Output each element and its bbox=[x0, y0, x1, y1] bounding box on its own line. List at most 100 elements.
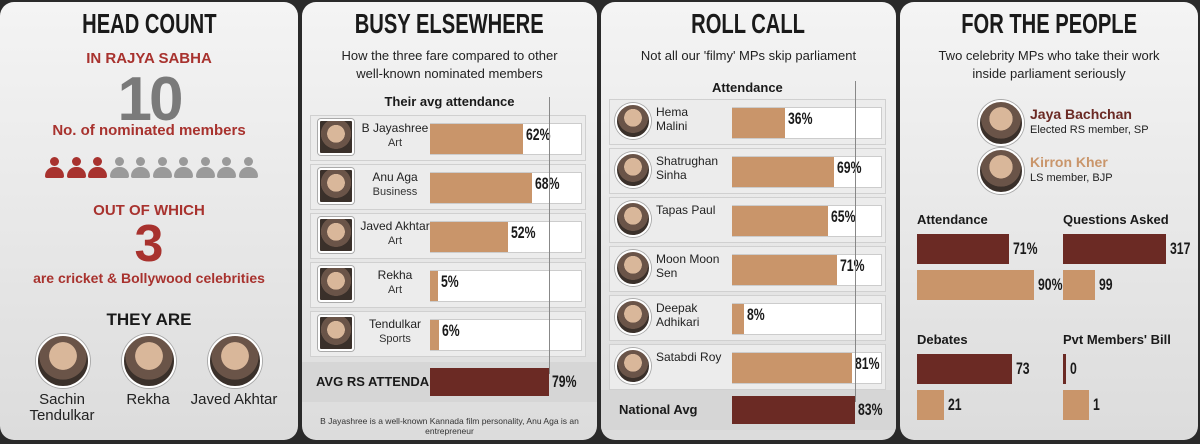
mini-chart-title: Pvt Members' Bill bbox=[1063, 332, 1171, 347]
person-icon-head bbox=[93, 157, 102, 166]
bar bbox=[917, 270, 1034, 300]
person-icon-head bbox=[114, 157, 124, 166]
total-label: No. of nominated members bbox=[52, 122, 246, 139]
bar bbox=[732, 353, 852, 383]
photo bbox=[615, 250, 651, 286]
photo bbox=[615, 348, 651, 384]
row-name: Satabdi Roy bbox=[656, 350, 722, 364]
photo bbox=[615, 152, 651, 188]
value-label: 99 bbox=[1099, 275, 1113, 294]
person-name: Kirron Kher bbox=[1030, 154, 1108, 170]
person-icon-head bbox=[50, 157, 59, 166]
value-label: 62% bbox=[526, 125, 551, 144]
row-name: Rekha bbox=[377, 268, 413, 282]
row-role: Art bbox=[387, 235, 403, 247]
person-icon-body bbox=[195, 167, 215, 178]
bar bbox=[430, 271, 438, 301]
value-label: 0 bbox=[1070, 359, 1077, 378]
total: 10 bbox=[117, 65, 184, 134]
person-name: Jaya Bachchan bbox=[1030, 106, 1132, 122]
avg-value-label: 79% bbox=[551, 372, 577, 391]
bar bbox=[732, 108, 786, 138]
photo bbox=[615, 299, 651, 335]
value-label: 73 bbox=[1015, 359, 1030, 378]
photo bbox=[318, 266, 354, 302]
celebs: 3 bbox=[134, 215, 164, 273]
value-label: 36% bbox=[788, 109, 813, 128]
avg-value-label: 83% bbox=[857, 400, 883, 419]
person-icon-body bbox=[88, 167, 107, 178]
row-role: Art bbox=[387, 137, 403, 149]
row-role: Art bbox=[387, 284, 403, 296]
person-name: Rekha bbox=[126, 391, 170, 408]
bar bbox=[732, 157, 835, 187]
avg-label: AVG RS ATTENDANCE bbox=[316, 374, 457, 389]
subtitle: Not all our 'filmy' MPs skip parliament bbox=[640, 48, 857, 63]
avg-bar bbox=[430, 368, 549, 396]
chart-title: Attendance bbox=[712, 80, 783, 95]
bar bbox=[917, 390, 945, 420]
person-icon-head bbox=[136, 157, 145, 166]
person-icon-head bbox=[200, 157, 210, 166]
photo bbox=[122, 334, 176, 388]
kicker: IN RAJYA SABHA bbox=[86, 50, 212, 67]
panel-title: HEAD COUNT bbox=[0, 8, 298, 40]
bar bbox=[1063, 234, 1167, 264]
avg-line bbox=[854, 81, 856, 402]
row-name: Javed Akhtar bbox=[360, 219, 430, 233]
person-icon-head bbox=[222, 157, 231, 166]
photo bbox=[318, 119, 354, 155]
person-icon-body bbox=[109, 167, 129, 178]
person-icon-body bbox=[45, 167, 64, 178]
person-icon-body bbox=[131, 167, 150, 178]
value-label: 90% bbox=[1038, 275, 1063, 294]
mini-chart-title: Questions Asked bbox=[1063, 212, 1169, 227]
person-role: Elected RS member, SP bbox=[1030, 124, 1149, 136]
mini-chart-title: Debates bbox=[917, 332, 968, 347]
bar bbox=[430, 320, 439, 350]
row-name: Hema Malini bbox=[656, 105, 689, 133]
track bbox=[430, 319, 582, 351]
for-the-people-panel: FOR THE PEOPLE Two celebrity MPs who take… bbox=[900, 2, 1198, 440]
row-name: Anu Aga bbox=[372, 170, 418, 184]
sub-kicker: OUT OF WHICH bbox=[93, 202, 205, 219]
photo bbox=[318, 168, 354, 204]
value-label: 71% bbox=[840, 256, 865, 275]
person-icon-head bbox=[243, 157, 253, 166]
panel-title: FOR THE PEOPLE bbox=[900, 8, 1198, 40]
roll-call-panel: ROLL CALL Not all our 'filmy' MPs skip pa… bbox=[601, 2, 896, 440]
track bbox=[732, 303, 882, 335]
bar bbox=[430, 173, 532, 203]
celebs-label: are cricket & Bollywood celebrities bbox=[33, 270, 265, 286]
row-name: Tapas Paul bbox=[656, 203, 716, 217]
title-text: ROLL CALL bbox=[691, 8, 806, 39]
row-name: Deepak Adhikari bbox=[656, 301, 700, 329]
photo bbox=[36, 334, 90, 388]
person-icon-body bbox=[152, 167, 172, 178]
row-name: Moon Moon Sen bbox=[656, 252, 720, 280]
person-icon-body bbox=[66, 167, 86, 178]
avg-bar bbox=[732, 396, 855, 424]
bar bbox=[1063, 390, 1089, 420]
mini-chart-title: Attendance bbox=[917, 212, 988, 227]
bar bbox=[1063, 354, 1066, 384]
photo bbox=[615, 103, 651, 139]
bar bbox=[430, 222, 508, 252]
subtitle: Two celebrity MPs who take their work in… bbox=[938, 48, 1160, 81]
person-icon-head bbox=[157, 157, 167, 166]
head-count-panel: HEAD COUNT IN RAJYA SABHA 10 No. of nominat… bbox=[0, 2, 298, 440]
person-icon-head bbox=[179, 157, 188, 166]
title-text: FOR THE PEOPLE bbox=[961, 8, 1137, 39]
they-are: THEY ARE bbox=[106, 310, 192, 329]
row-name: Tendulkar bbox=[368, 317, 422, 331]
bar bbox=[917, 234, 1010, 264]
photo bbox=[208, 334, 262, 388]
bar bbox=[732, 304, 744, 334]
title-text: HEAD COUNT bbox=[81, 8, 217, 39]
person-icon-body bbox=[238, 167, 258, 178]
value-label: 65% bbox=[831, 207, 856, 226]
value-label: 1 bbox=[1093, 395, 1100, 414]
person-icon-body bbox=[217, 167, 236, 178]
row-name: Shatrughan Sinha bbox=[656, 154, 719, 182]
value-label: 52% bbox=[511, 223, 536, 242]
